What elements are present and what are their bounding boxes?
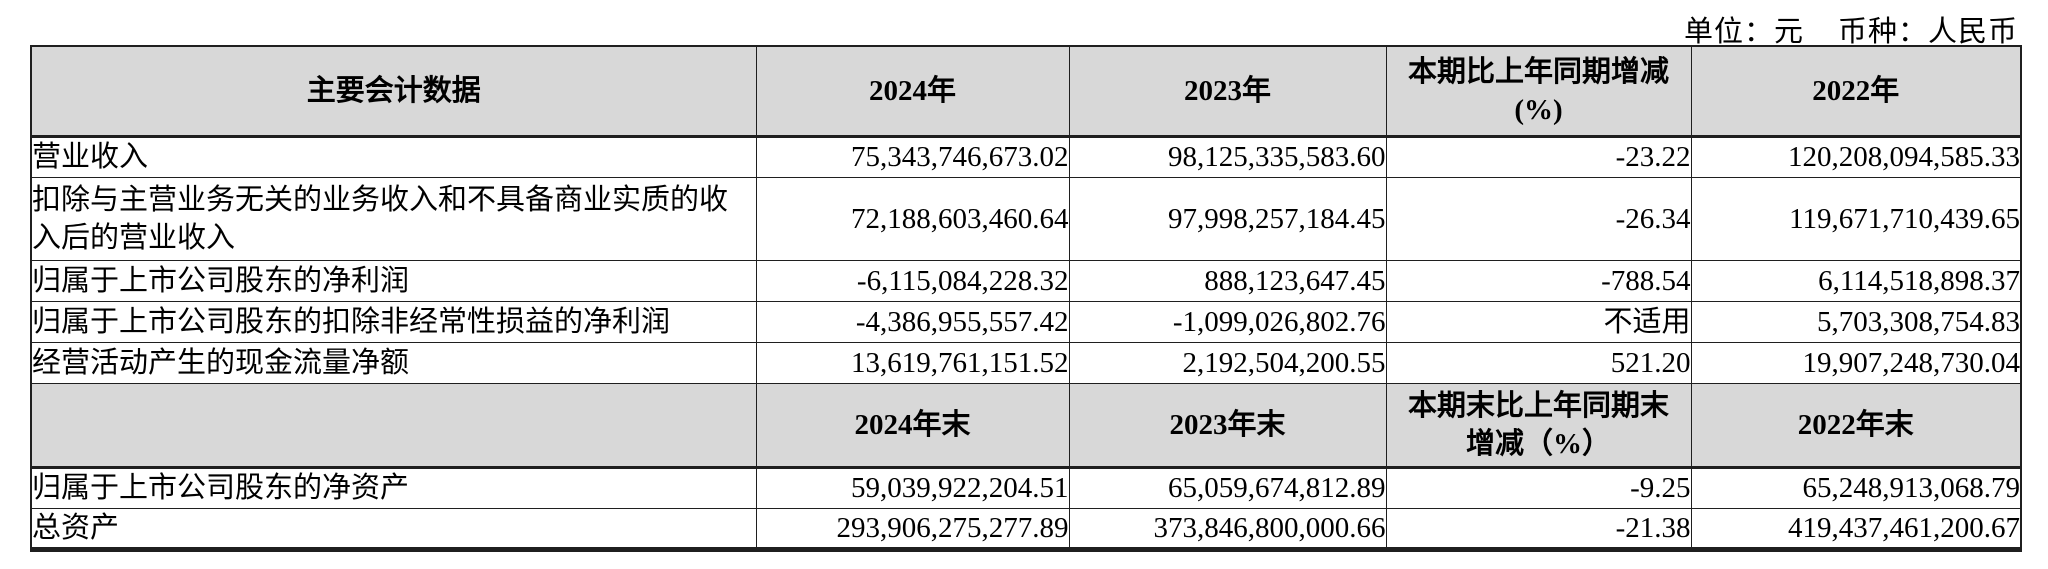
value-2023: 373,846,800,000.66 [1068,507,1387,550]
value-2022: 6,114,518,898.37 [1690,259,2022,302]
value-2023: 97,998,257,184.45 [1068,176,1387,261]
header-cell-end-change-pct: 本期末比上年同期末 增减（%） [1385,382,1692,469]
value-2024: 293,906,275,277.89 [755,507,1070,550]
value-2023: 888,123,647.45 [1068,259,1387,302]
row-label: 总资产 [30,507,757,550]
unit-currency-note: 单位：元 币种：人民币 [1684,8,2018,50]
value-2022: 119,671,710,439.65 [1690,176,2022,261]
header-cell-main-label: 主要会计数据 [30,45,757,138]
value-2022: 5,703,308,754.83 [1690,300,2022,343]
row-label: 归属于上市公司股东的净资产 [30,466,757,509]
value-2022: 19,907,248,730.04 [1690,341,2022,384]
row-label: 经营活动产生的现金流量净额 [30,341,757,384]
table-row-net-profit: 归属于上市公司股东的净利润 -6,115,084,228.32 888,123,… [30,259,2022,302]
table-row-net-assets: 归属于上市公司股东的净资产 59,039,922,204.51 65,059,6… [30,466,2022,509]
value-2023: -1,099,026,802.76 [1068,300,1387,343]
table-row-operating-cash-flow: 经营活动产生的现金流量净额 13,619,761,151.52 2,192,50… [30,341,2022,384]
row-label: 归属于上市公司股东的净利润 [30,259,757,302]
unit-label: 单位：元 [1683,16,1804,48]
header-cell-2023-end: 2023年末 [1068,382,1387,469]
value-change: -788.54 [1385,259,1692,302]
header-cell-2023: 2023年 [1068,45,1387,138]
table-row-revenue: 营业收入 75,343,746,673.02 98,125,335,583.60… [30,135,2022,178]
table-row-total-assets: 总资产 293,906,275,277.89 373,846,800,000.6… [30,507,2022,550]
value-2023: 65,059,674,812.89 [1068,466,1387,509]
table-row-net-profit-excl-nonrecurring: 归属于上市公司股东的扣除非经常性损益的净利润 -4,386,955,557.42… [30,300,2022,343]
value-change: -9.25 [1385,466,1692,509]
key-accounting-data-table: 主要会计数据 2024年 2023年 本期比上年同期增减 (%) 2022年 营… [30,45,2022,552]
row-label: 扣除与主营业务无关的业务收入和不具备商业实质的收入后的营业收入 [30,176,757,261]
value-change: -23.22 [1385,135,1692,178]
header-cell-2024-end: 2024年末 [755,382,1070,469]
value-2022: 120,208,094,585.33 [1690,135,2022,178]
table-header-period-end: 2024年末 2023年末 本期末比上年同期末 增减（%） 2022年末 [30,382,2022,469]
header-cell-2022-end: 2022年末 [1690,382,2022,469]
header-cell-empty [30,382,757,469]
value-change: -21.38 [1385,507,1692,550]
value-2022: 419,437,461,200.67 [1690,507,2022,550]
header-cell-2024: 2024年 [755,45,1070,138]
value-2024: 13,619,761,151.52 [755,341,1070,384]
value-2024: -6,115,084,228.32 [755,259,1070,302]
value-2022: 65,248,913,068.79 [1690,466,2022,509]
header-cell-change-pct: 本期比上年同期增减 (%) [1385,45,1692,138]
row-label: 归属于上市公司股东的扣除非经常性损益的净利润 [30,300,757,343]
row-label: 营业收入 [30,135,757,178]
value-2023: 2,192,504,200.55 [1068,341,1387,384]
value-2024: -4,386,955,557.42 [755,300,1070,343]
value-2024: 72,188,603,460.64 [755,176,1070,261]
value-2024: 75,343,746,673.02 [755,135,1070,178]
table-header-annual: 主要会计数据 2024年 2023年 本期比上年同期增减 (%) 2022年 [30,45,2022,138]
value-2024: 59,039,922,204.51 [755,466,1070,509]
header-cell-2022: 2022年 [1690,45,2022,138]
value-change: 不适用 [1385,300,1692,343]
table-row-revenue-excluding-noncore: 扣除与主营业务无关的业务收入和不具备商业实质的收入后的营业收入 72,188,6… [30,176,2022,261]
value-2023: 98,125,335,583.60 [1068,135,1387,178]
currency-label: 币种：人民币 [1837,16,2018,48]
value-change: -26.34 [1385,176,1692,261]
value-change: 521.20 [1385,341,1692,384]
